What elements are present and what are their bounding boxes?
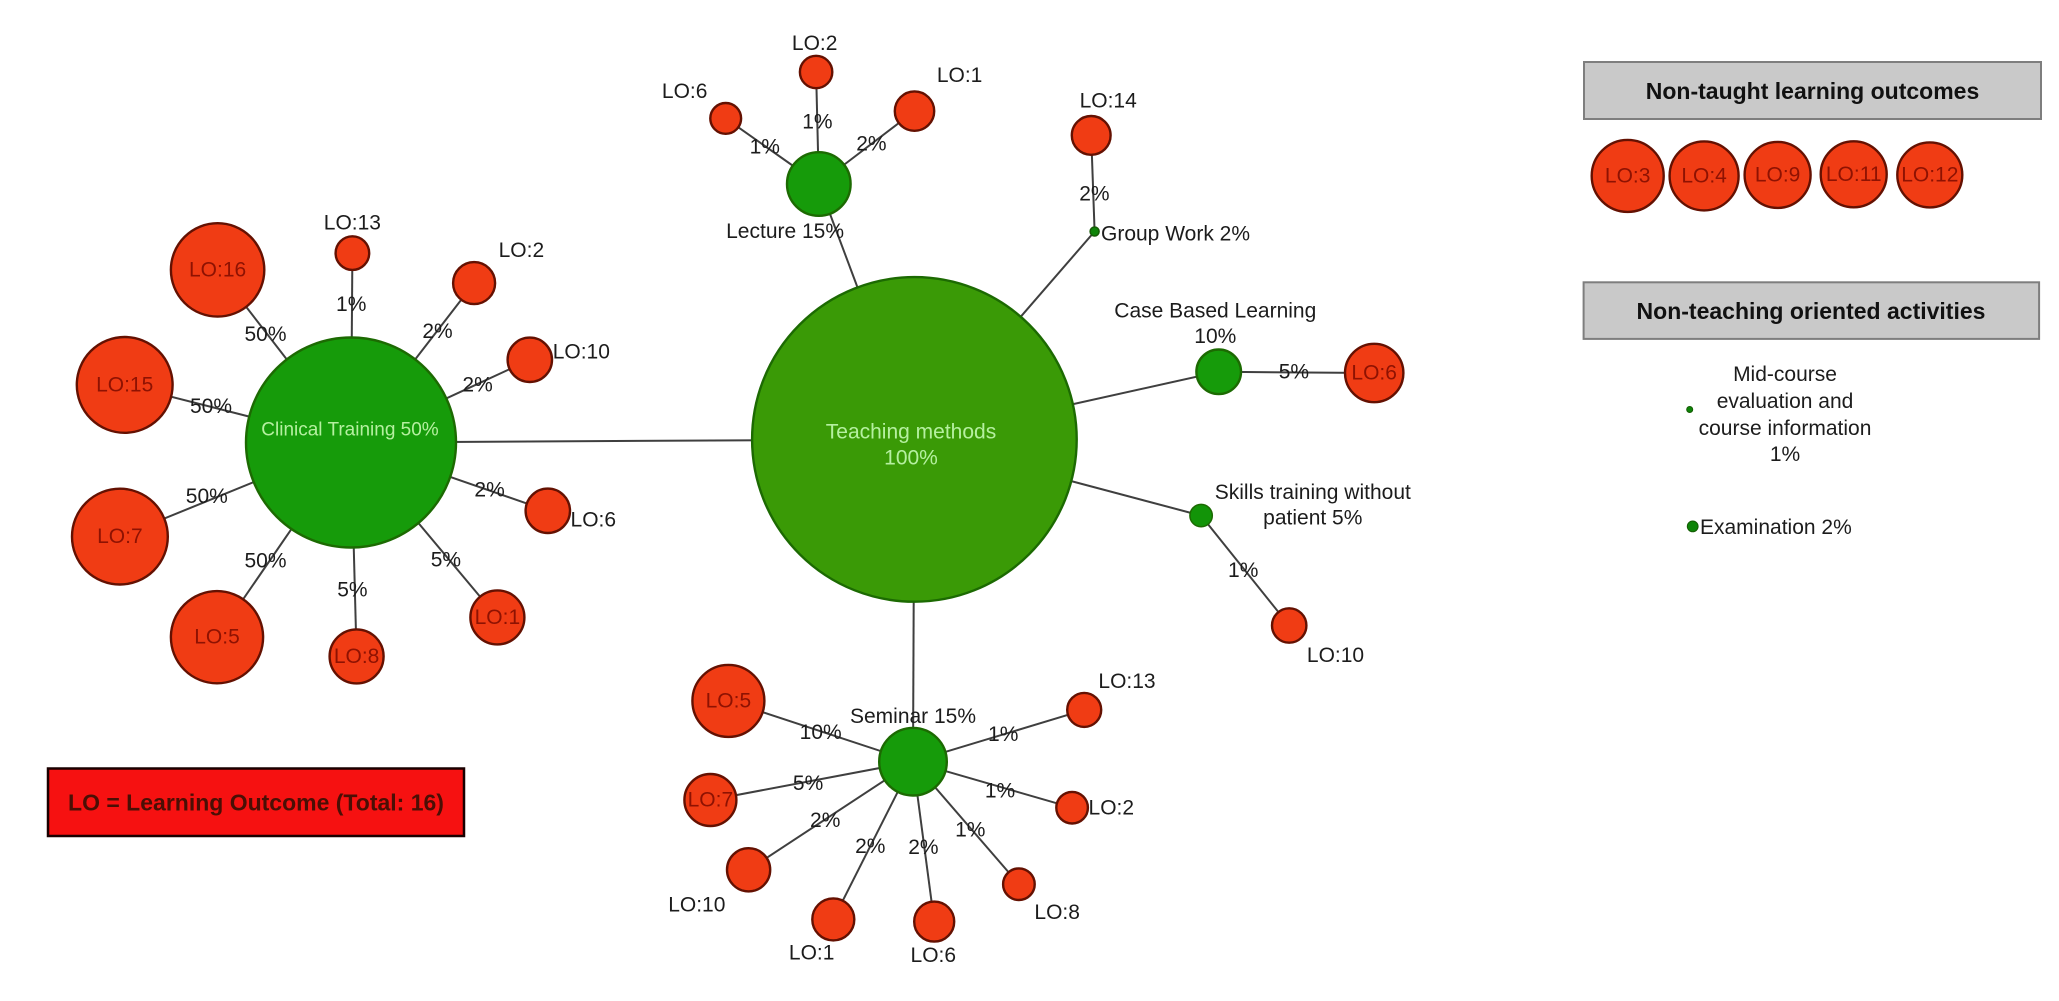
svg-text:LO:6: LO:6	[571, 508, 617, 531]
svg-text:50%: 50%	[244, 550, 286, 573]
svg-text:100%: 100%	[884, 446, 938, 469]
svg-text:1%: 1%	[985, 780, 1015, 803]
svg-text:50%: 50%	[190, 395, 232, 418]
svg-text:5%: 5%	[337, 578, 367, 601]
svg-text:LO:7: LO:7	[688, 789, 734, 812]
svg-text:Examination 2%: Examination 2%	[1700, 516, 1852, 539]
svg-text:2%: 2%	[810, 809, 840, 832]
svg-text:Teaching methods: Teaching methods	[826, 420, 996, 443]
svg-text:patient 5%: patient 5%	[1263, 507, 1362, 530]
svg-text:5%: 5%	[431, 548, 461, 571]
svg-text:LO:2: LO:2	[499, 239, 545, 262]
svg-text:LO:13: LO:13	[1098, 670, 1155, 693]
svg-text:LO:2: LO:2	[1089, 797, 1135, 820]
svg-text:2%: 2%	[474, 478, 504, 501]
svg-text:1%: 1%	[1770, 443, 1800, 466]
svg-text:1%: 1%	[1228, 559, 1258, 582]
svg-text:LO:6: LO:6	[1351, 362, 1397, 385]
svg-text:1%: 1%	[988, 723, 1018, 746]
svg-text:LO:10: LO:10	[1307, 644, 1364, 667]
svg-text:5%: 5%	[793, 772, 823, 795]
svg-text:10%: 10%	[1194, 325, 1236, 348]
svg-text:LO:5: LO:5	[706, 689, 752, 712]
svg-text:Mid-course: Mid-course	[1733, 363, 1837, 386]
svg-text:LO:6: LO:6	[911, 944, 957, 967]
svg-text:2%: 2%	[1079, 182, 1109, 205]
svg-text:1%: 1%	[802, 110, 832, 133]
svg-text:5%: 5%	[1279, 361, 1309, 384]
svg-text:2%: 2%	[856, 133, 886, 156]
svg-text:LO:14: LO:14	[1080, 90, 1138, 113]
svg-text:Lecture 15%: Lecture 15%	[726, 220, 844, 243]
svg-text:2%: 2%	[422, 320, 452, 343]
svg-text:LO:3: LO:3	[1605, 164, 1651, 187]
svg-text:2%: 2%	[462, 373, 492, 396]
svg-text:Case Based Learning: Case Based Learning	[1114, 299, 1316, 322]
svg-text:LO:8: LO:8	[334, 645, 380, 668]
svg-text:LO:2: LO:2	[792, 32, 838, 55]
svg-text:1%: 1%	[955, 819, 985, 842]
svg-text:evaluation and: evaluation and	[1717, 390, 1854, 413]
svg-text:LO:6: LO:6	[662, 80, 708, 103]
svg-text:Skills training without: Skills training without	[1215, 481, 1411, 504]
svg-text:50%: 50%	[186, 485, 228, 508]
svg-text:LO:8: LO:8	[1034, 901, 1080, 924]
svg-text:2%: 2%	[855, 835, 885, 858]
svg-text:2%: 2%	[908, 836, 938, 859]
svg-text:LO:13: LO:13	[324, 212, 381, 235]
svg-text:LO:1: LO:1	[789, 942, 835, 965]
svg-text:1%: 1%	[750, 136, 780, 159]
svg-text:Non-teaching oriented activiti: Non-teaching oriented activities	[1637, 298, 1986, 324]
svg-text:LO:10: LO:10	[668, 894, 725, 917]
svg-text:LO:10: LO:10	[553, 341, 610, 364]
svg-text:LO = Learning Outcome (Total:: LO = Learning Outcome (Total: 16)	[68, 790, 444, 816]
svg-text:course information: course information	[1699, 417, 1872, 440]
svg-text:LO:11: LO:11	[1826, 163, 1882, 186]
svg-text:LO:7: LO:7	[97, 525, 143, 548]
svg-text:LO:1: LO:1	[475, 606, 521, 629]
svg-text:Group Work 2%: Group Work 2%	[1101, 222, 1250, 245]
svg-text:50%: 50%	[244, 323, 286, 346]
svg-text:LO:5: LO:5	[194, 626, 240, 649]
svg-text:Non-taught learning outcomes: Non-taught learning outcomes	[1646, 78, 1980, 104]
svg-text:LO:12: LO:12	[1901, 163, 1958, 186]
svg-text:LO:9: LO:9	[1755, 163, 1801, 186]
svg-text:1%: 1%	[336, 293, 366, 316]
svg-text:LO:1: LO:1	[937, 64, 983, 87]
svg-text:10%: 10%	[800, 721, 842, 744]
svg-text:LO:15: LO:15	[96, 373, 153, 396]
svg-text:Seminar 15%: Seminar 15%	[850, 705, 976, 728]
svg-text:LO:4: LO:4	[1681, 164, 1727, 187]
svg-text:LO:16: LO:16	[189, 258, 246, 281]
svg-text:Clinical Training 50%: Clinical Training 50%	[261, 420, 439, 441]
